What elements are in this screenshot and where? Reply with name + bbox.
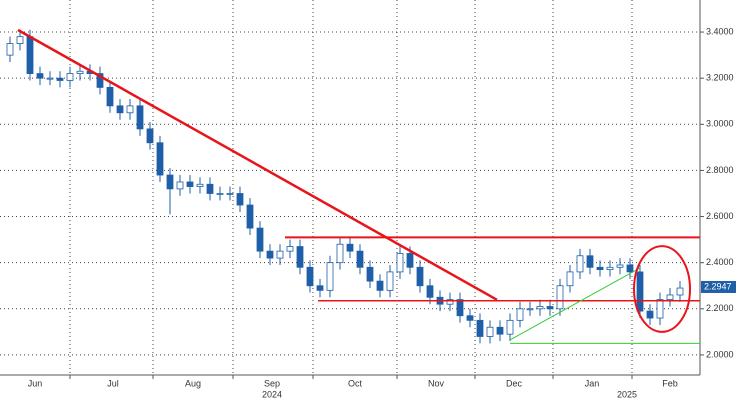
candle-body: [286, 246, 294, 252]
candle-body: [296, 246, 304, 268]
candle-body: [676, 287, 684, 296]
candle-body: [636, 271, 644, 312]
candle-body: [576, 255, 584, 273]
candle-body: [426, 285, 434, 298]
y-tick-label: 2.8000: [706, 165, 734, 175]
y-tick-label: 3.4000: [706, 26, 734, 36]
candle-body: [406, 253, 414, 268]
candle-body: [186, 181, 194, 187]
candle-body: [156, 142, 164, 176]
candle-body: [146, 128, 154, 144]
candle-body: [346, 243, 354, 252]
candle-body: [456, 299, 464, 317]
x-tick-label: Sep: [264, 378, 280, 388]
candle-body: [246, 204, 254, 229]
last-price-box: [701, 280, 736, 293]
candle-body: [476, 319, 484, 337]
year-label: 2024: [262, 389, 282, 399]
candle-body: [126, 105, 134, 114]
y-tick-label: 2.0000: [706, 349, 734, 359]
candle-body: [166, 174, 174, 190]
candle-body: [596, 266, 604, 271]
x-tick-label: Jul: [107, 378, 119, 388]
candle-body: [566, 271, 574, 287]
candle-body: [496, 326, 504, 335]
candle-body: [266, 250, 274, 259]
candle-body: [396, 253, 404, 273]
candle-body: [76, 70, 84, 74]
candle-body: [376, 280, 384, 291]
candle-body: [226, 193, 234, 195]
candle-body: [36, 73, 44, 79]
x-tick-label: Oct: [348, 378, 363, 388]
candle-body: [326, 262, 334, 291]
candle-body: [176, 181, 184, 190]
candle-body: [336, 243, 344, 264]
x-tick-label: Feb: [662, 378, 678, 388]
candle-body: [46, 77, 54, 80]
candle-body: [626, 264, 634, 273]
candle-body: [616, 264, 624, 268]
candle-body: [516, 308, 524, 321]
y-tick-label: 2.4000: [706, 257, 734, 267]
candle-body: [556, 285, 564, 310]
candle-body: [606, 266, 614, 271]
candle-body: [56, 77, 64, 81]
candle-body: [586, 255, 594, 268]
candle-body: [136, 105, 144, 130]
x-tick-label: Jun: [28, 378, 43, 388]
trend-line: [17, 28, 498, 301]
candle-body: [196, 183, 204, 187]
candle-body: [66, 73, 74, 81]
candle-body: [446, 299, 454, 305]
candle-body: [26, 36, 34, 74]
candle-body: [316, 285, 324, 291]
candle-body: [16, 36, 24, 44]
x-tick-label: Aug: [185, 378, 201, 388]
candle-body: [366, 266, 374, 282]
candle-body: [256, 227, 264, 252]
candle-body: [656, 299, 664, 319]
candle-body: [306, 266, 314, 287]
last-price-label: 2.2947: [704, 281, 732, 291]
candle-body: [646, 310, 654, 319]
y-tick-label: 3.2000: [706, 73, 734, 83]
x-tick-label: Dec: [506, 378, 523, 388]
candle-body: [416, 266, 424, 287]
candle-body: [546, 306, 554, 310]
candle-body: [386, 271, 394, 291]
candle-body: [666, 294, 674, 300]
candle-body: [106, 87, 114, 107]
candle-body: [466, 315, 474, 321]
y-tick-label: 2.2000: [706, 303, 734, 313]
x-tick-label: Jan: [585, 378, 600, 388]
candle-body: [536, 306, 544, 310]
candle-body: [116, 105, 124, 114]
candle-body: [96, 73, 104, 88]
candle-body: [356, 250, 364, 268]
candle-body: [6, 43, 14, 56]
y-tick-label: 3.0000: [706, 119, 734, 129]
candle-body: [236, 193, 244, 206]
y-tick-label: 2.6000: [706, 211, 734, 221]
highlight-ellipse: [633, 245, 691, 333]
candle-body: [206, 183, 214, 194]
candle-body: [526, 308, 534, 311]
x-tick-label: Nov: [428, 378, 445, 388]
candle-body: [216, 193, 224, 195]
candle-body: [276, 250, 284, 259]
year-label: 2025: [617, 389, 637, 399]
candle-body: [506, 319, 514, 335]
candle-body: [486, 326, 494, 337]
trend-line: [509, 267, 641, 341]
